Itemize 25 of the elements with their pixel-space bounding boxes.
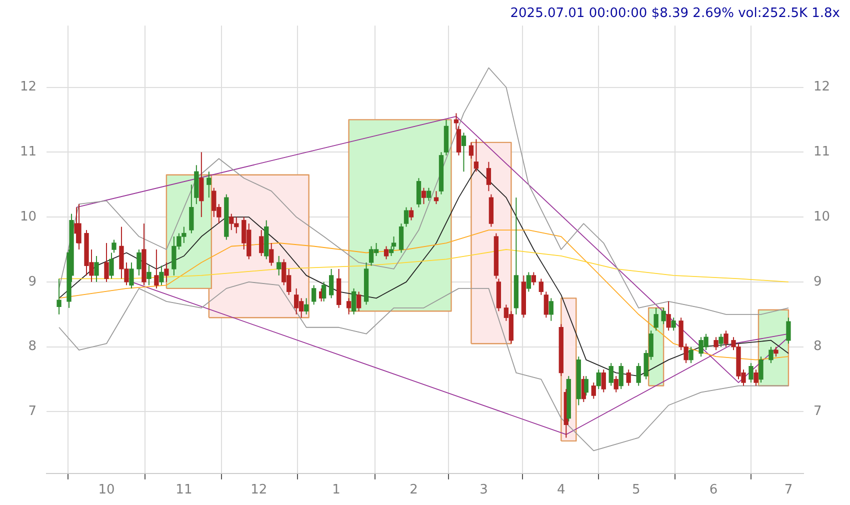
- x-tick-label: 4: [557, 482, 566, 498]
- x-tick-label: 12: [250, 482, 268, 498]
- x-tick-label: 11: [176, 482, 192, 498]
- x-tick-label: 1: [332, 482, 340, 498]
- y2-tick-label: 11: [813, 144, 830, 160]
- x-tick-label: 2: [410, 482, 418, 498]
- y-tick-label: 11: [20, 144, 37, 160]
- y-tick-label: 10: [20, 209, 37, 224]
- y2-tick-label: 7: [813, 404, 822, 420]
- chart-title: 2025.07.01 00:00:00 $8.39 2.69% vol:252.5K 1.8x: [510, 6, 840, 22]
- x-tick-label: 7: [784, 482, 793, 498]
- x-tick-label: 5: [632, 482, 640, 498]
- x-tick-label: 6: [709, 482, 718, 498]
- y2-tick-label: 9: [813, 274, 822, 290]
- y-tick-label: 9: [28, 274, 37, 290]
- y-tick-label: 8: [28, 339, 37, 354]
- y-tick-label: 7: [28, 404, 37, 420]
- y-tick-label: 12: [20, 80, 37, 95]
- y2-tick-label: 12: [813, 80, 830, 95]
- y2-tick-label: 10: [813, 209, 830, 224]
- x-tick-label: 10: [98, 482, 115, 498]
- candlestick: [112, 239, 116, 254]
- candlestick: [164, 262, 169, 282]
- y2-tick-label: 8: [813, 339, 822, 354]
- x-tick-label: 3: [480, 482, 488, 498]
